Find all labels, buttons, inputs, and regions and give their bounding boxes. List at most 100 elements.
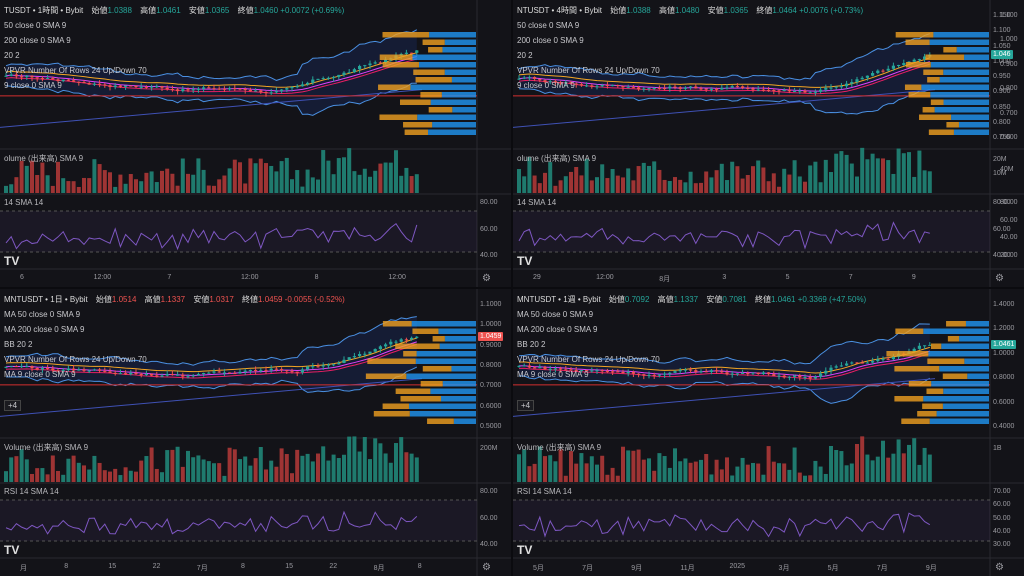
- candle-body: [358, 353, 362, 357]
- volume-bar: [123, 183, 128, 193]
- candle-body: [347, 357, 351, 360]
- candle-body: [860, 362, 864, 364]
- vpvr-bar-up: [430, 99, 476, 105]
- vpvr-bar-up: [439, 343, 476, 349]
- candle-body: [657, 87, 661, 89]
- rsi-line: [518, 221, 930, 250]
- candle-body: [824, 370, 828, 374]
- volume-bar: [667, 467, 672, 482]
- chart-pane-1d[interactable]: MNTUSDT • 1日 • Bybit 始値1.0514 高値1.1337 安…: [0, 289, 511, 576]
- price-axis-tick: 1.0000: [993, 349, 1015, 357]
- volume-bar: [693, 461, 698, 482]
- volume-bar: [704, 453, 709, 482]
- candle-body: [222, 88, 226, 90]
- vpvr-bar-down: [382, 403, 409, 409]
- candle-body: [626, 87, 630, 89]
- candle-body: [725, 87, 729, 89]
- indicator-row[interactable]: 9 close 0 SMA 9: [517, 78, 863, 93]
- volume-bar: [522, 449, 527, 482]
- candle-body: [533, 77, 537, 79]
- time-axis-tick: 2025: [729, 563, 746, 570]
- volume-bar: [128, 470, 133, 482]
- symbol-row: TUSDT • 1時間 • Bybit 始値1.0388 高値1.0461 安値…: [4, 3, 344, 18]
- volume-bar: [751, 166, 755, 193]
- candle-body: [777, 90, 781, 92]
- gear-icon[interactable]: ⚙: [482, 273, 491, 284]
- volume-bar: [404, 167, 409, 193]
- candle-body: [248, 369, 252, 371]
- indicator-row[interactable]: 50 close 0 SMA 9: [517, 18, 863, 33]
- indicator-row[interactable]: MA 200 close 0 SMA 9: [4, 322, 345, 337]
- indicator-row[interactable]: 9 close 0 SMA 9: [4, 78, 344, 93]
- chart-pane-4h[interactable]: NTUSDT • 4時間 • Bybit 始値1.0388 高値1.0480 安…: [513, 0, 1024, 287]
- indicator-row[interactable]: MA 50 close 0 SMA 9: [4, 307, 345, 322]
- volume-bar: [71, 455, 76, 482]
- volume-bar: [227, 168, 232, 193]
- candle-body: [228, 372, 232, 374]
- candle-body: [82, 369, 86, 371]
- indicator-row[interactable]: 20 2: [517, 48, 863, 63]
- rsi-axis-tick: 60.00: [480, 514, 498, 522]
- indicator-row[interactable]: MA 50 close 0 SMA 9: [517, 307, 866, 322]
- volume-bar: [548, 455, 553, 482]
- indicator-row[interactable]: BB 20 2: [517, 337, 866, 352]
- volume-bar: [792, 447, 797, 482]
- rsi-axis-tick: 80.00: [480, 199, 498, 206]
- indicator-row[interactable]: VPVR Number Of Rows 24 Up/Down 70: [4, 352, 345, 367]
- gear-icon[interactable]: ⚙: [995, 273, 1004, 284]
- candle-body: [56, 370, 60, 372]
- candle-body: [222, 372, 226, 374]
- candle-body: [342, 72, 346, 75]
- collapse-legend-button[interactable]: +4: [4, 400, 22, 411]
- candle-body: [160, 86, 164, 88]
- gear-icon[interactable]: ⚙: [995, 562, 1004, 573]
- symbol-row: MNTUSDT • 1日 • Bybit 始値1.0514 高値1.1337 安…: [4, 292, 345, 307]
- indicator-row[interactable]: 20 2: [4, 48, 344, 63]
- volume-bar: [808, 475, 813, 482]
- volume-bar: [730, 161, 735, 193]
- candle-body: [186, 376, 190, 378]
- volume-bar: [870, 153, 875, 193]
- chart-pane-1h[interactable]: TUSDT • 1時間 • Bybit 始値1.0388 高値1.0461 安値…: [0, 0, 511, 287]
- collapse-legend-button[interactable]: +4: [517, 400, 535, 411]
- candle-body: [787, 376, 791, 378]
- volume-bar: [399, 175, 404, 193]
- indicator-row[interactable]: MA 9 close 0 SMA 9: [517, 367, 866, 382]
- rsi-axis-tick: 70.00: [993, 488, 1011, 495]
- indicator-row[interactable]: 200 close 0 SMA 9: [4, 33, 344, 48]
- candle-body: [118, 85, 122, 87]
- indicator-row[interactable]: VPVR Number Of Rows 24 Up/Down 70: [517, 352, 866, 367]
- indicator-label: MA 200 close 0 SMA 9: [517, 325, 598, 334]
- candle-body: [51, 78, 55, 80]
- chart-pane-1w[interactable]: MNTUSDT • 1週 • Bybit 始値0.7092 高値1.1337 安…: [513, 289, 1024, 576]
- volume-bar: [912, 438, 917, 482]
- candle-body: [574, 83, 578, 85]
- volume-bar: [394, 150, 398, 193]
- time-axis-tick: 8: [417, 563, 422, 570]
- time-axis-tick: 6: [20, 274, 24, 281]
- vpvr-bar-down: [382, 62, 419, 68]
- indicator-row[interactable]: VPVR Number Of Rows 24 Up/Down 70: [4, 63, 344, 78]
- vpvr-bar-up: [964, 358, 989, 364]
- indicator-row[interactable]: 50 close 0 SMA 9: [4, 18, 344, 33]
- indicator-row[interactable]: MA 200 close 0 SMA 9: [517, 322, 866, 337]
- indicator-row[interactable]: VPVR Number Of Rows 24 Up/Down 70: [517, 63, 863, 78]
- volume-bar: [118, 174, 123, 193]
- candle-body: [642, 88, 646, 90]
- vpvr-bar-up: [943, 99, 989, 105]
- candle-body: [25, 366, 29, 368]
- gear-icon[interactable]: ⚙: [482, 562, 491, 573]
- indicator-row[interactable]: 200 close 0 SMA 9: [517, 33, 863, 48]
- indicator-row[interactable]: MA 9 close 0 SMA 9: [4, 367, 345, 382]
- volume-bar: [626, 168, 631, 193]
- vpvr-bar-down: [930, 99, 944, 105]
- volume-bar: [537, 446, 542, 482]
- volume-bar: [336, 158, 341, 193]
- vpvr-bar-up: [942, 403, 989, 409]
- chart-legend: NTUSDT • 4時間 • Bybit 始値1.0388 高値1.0480 安…: [517, 3, 863, 93]
- volume-bar: [180, 158, 185, 193]
- indicator-row[interactable]: BB 20 2: [4, 337, 345, 352]
- vpvr-bar-down: [382, 32, 430, 38]
- time-axis-tick: 9: [911, 274, 916, 281]
- volume-bar: [797, 472, 802, 482]
